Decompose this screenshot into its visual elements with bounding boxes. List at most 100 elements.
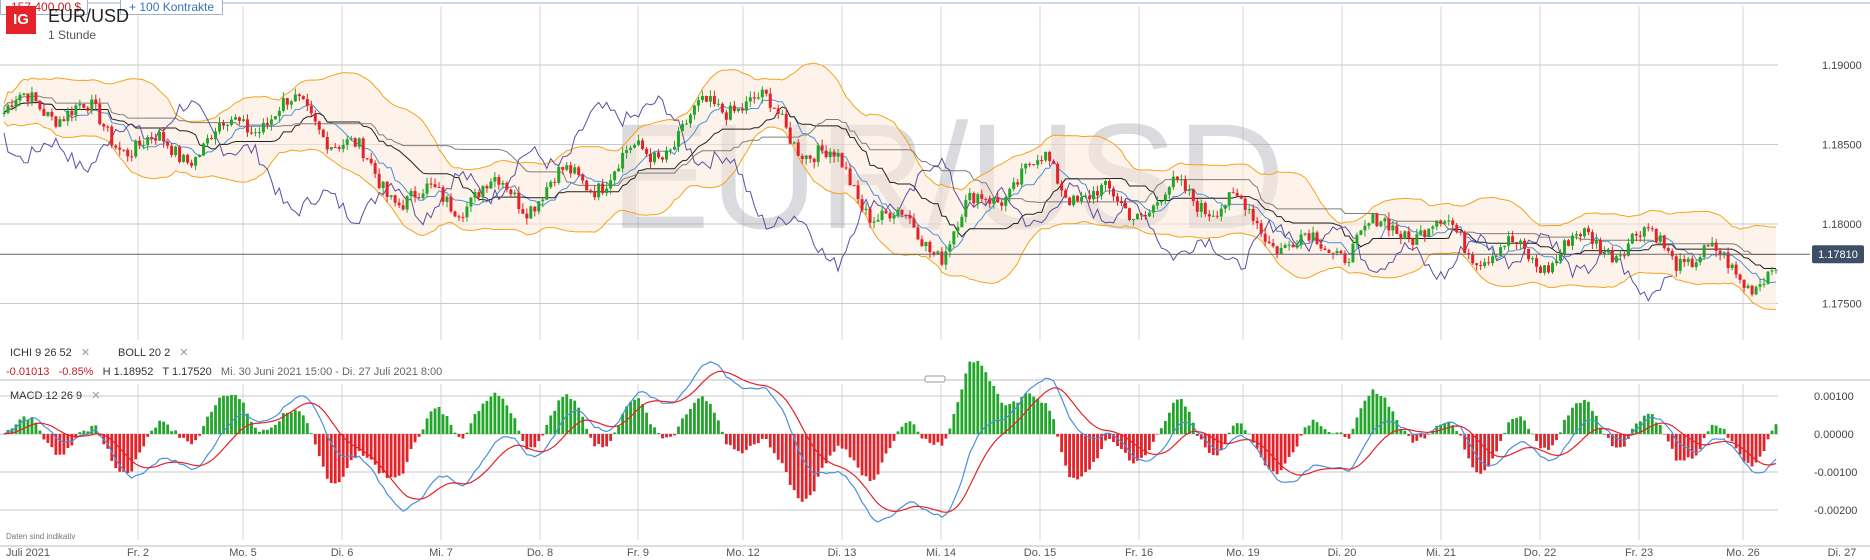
candle-body — [1247, 208, 1251, 210]
macd-histogram-bar — [82, 430, 86, 434]
macd-histogram-bar — [1555, 434, 1558, 441]
panel-resize-handle — [924, 375, 946, 383]
candle-body — [1566, 240, 1570, 246]
macd-histogram-bar — [1630, 428, 1634, 434]
close-icon[interactable]: ✕ — [91, 390, 101, 402]
macd-histogram-bar — [501, 398, 505, 434]
candle-body — [581, 174, 585, 181]
macd-histogram-bar — [373, 434, 377, 465]
x-axis-label: Di. 13 — [828, 547, 857, 559]
candle-body — [138, 140, 142, 146]
macd-histogram-bar — [1279, 434, 1283, 471]
macd-histogram-bar — [1614, 434, 1618, 448]
macd-histogram-bar — [621, 414, 625, 434]
macd-histogram-bar — [593, 434, 597, 447]
candle-body — [481, 186, 485, 198]
candle-body — [1650, 228, 1654, 230]
macd-histogram-bar — [681, 418, 684, 434]
candle-body — [1758, 284, 1762, 287]
indicator-ichimoku[interactable]: ICHI 9 26 52 ✕ — [10, 346, 90, 359]
macd-histogram-bar — [166, 424, 170, 434]
macd-histogram-bar — [1535, 434, 1538, 442]
candle-body — [860, 199, 864, 210]
candle-body — [928, 241, 932, 253]
candle-body — [1119, 201, 1123, 203]
candle-body — [605, 188, 609, 194]
candle-body — [26, 93, 30, 102]
close-icon[interactable]: ✕ — [80, 347, 91, 359]
ichimoku-span-line — [3, 95, 1776, 255]
timeframe-label[interactable]: 1 Stunde — [48, 28, 97, 42]
macd-histogram-bar — [86, 431, 90, 434]
candle-body — [30, 92, 34, 102]
candle-body — [134, 140, 138, 157]
macd-histogram-bar — [1399, 428, 1403, 434]
candle-body — [1622, 255, 1626, 257]
macd-histogram-bar — [796, 434, 800, 499]
candle-body — [864, 208, 868, 210]
candle-body — [1036, 160, 1040, 165]
macd-histogram-bar — [1124, 434, 1127, 453]
ig-logo: IG — [6, 6, 36, 34]
candle-body — [1147, 212, 1151, 217]
candle-body — [497, 177, 501, 185]
position-badge[interactable]: + 100 Kontrakte — [120, 0, 224, 15]
candle-body — [1307, 233, 1311, 241]
candle-body — [828, 151, 832, 158]
candle-body — [676, 131, 680, 147]
candle-body — [996, 197, 1000, 203]
candle-body — [249, 132, 253, 134]
macd-histogram-bar — [437, 406, 441, 434]
x-axis-label: Do. 8 — [527, 547, 553, 559]
macd-histogram-bar — [110, 434, 114, 461]
macd-histogram-bar — [74, 434, 78, 438]
indicator-bollinger-params: 20 2 — [148, 347, 171, 359]
indicator-macd-name: MACD — [10, 390, 43, 402]
indicator-macd[interactable]: MACD 12 26 9 ✕ — [10, 389, 100, 402]
macd-histogram-bar — [30, 418, 34, 434]
price-y-tick: 1.18000 — [1822, 219, 1862, 231]
indicator-bollinger[interactable]: BOLL 20 2 ✕ — [118, 346, 189, 359]
candle-body — [473, 192, 477, 198]
candle-body — [214, 131, 218, 140]
x-axis-label: Fr. 2 — [127, 547, 149, 559]
bollinger-upper-line — [3, 62, 1777, 230]
macd-histogram-bar — [1395, 419, 1399, 434]
macd-histogram-bar — [876, 434, 880, 475]
macd-histogram-bar — [872, 434, 876, 480]
candle-body — [102, 124, 106, 127]
macd-histogram-bar — [924, 434, 928, 439]
candle-body — [884, 210, 888, 214]
candle-body — [2, 112, 6, 114]
macd-histogram-bar — [182, 434, 185, 438]
macd-histogram-bar — [1148, 434, 1151, 451]
macd-histogram-bar — [401, 434, 405, 474]
candle-body — [118, 147, 122, 150]
macd-histogram-bar — [852, 434, 856, 461]
candle-body — [744, 101, 748, 111]
close-icon[interactable]: ✕ — [179, 347, 189, 359]
candle-body — [1044, 151, 1048, 161]
last-price-tag — [1812, 245, 1864, 264]
macd-histogram-bar — [1287, 434, 1291, 457]
x-axis-label: Do. 22 — [1524, 547, 1556, 559]
macd-histogram-bar — [1618, 434, 1622, 448]
macd-histogram-bar — [836, 434, 840, 446]
candle-body — [1052, 161, 1056, 164]
candle-body — [964, 200, 968, 217]
macd-histogram-bar — [605, 434, 609, 447]
candle-body — [393, 195, 397, 203]
macd-histogram-bar — [405, 434, 409, 462]
candle-body — [182, 154, 186, 162]
macd-histogram-bar — [904, 422, 908, 434]
macd-histogram-bar — [1144, 434, 1147, 456]
candle-body — [1211, 215, 1215, 217]
macd-histogram-bar — [313, 434, 317, 445]
macd-histogram-bar — [1650, 414, 1654, 434]
macd-histogram-bar — [421, 429, 425, 434]
macd-histogram-bar — [784, 434, 788, 473]
macd-histogram-bar — [1024, 393, 1028, 434]
candle-body — [1762, 283, 1766, 285]
candle-body — [162, 131, 166, 142]
